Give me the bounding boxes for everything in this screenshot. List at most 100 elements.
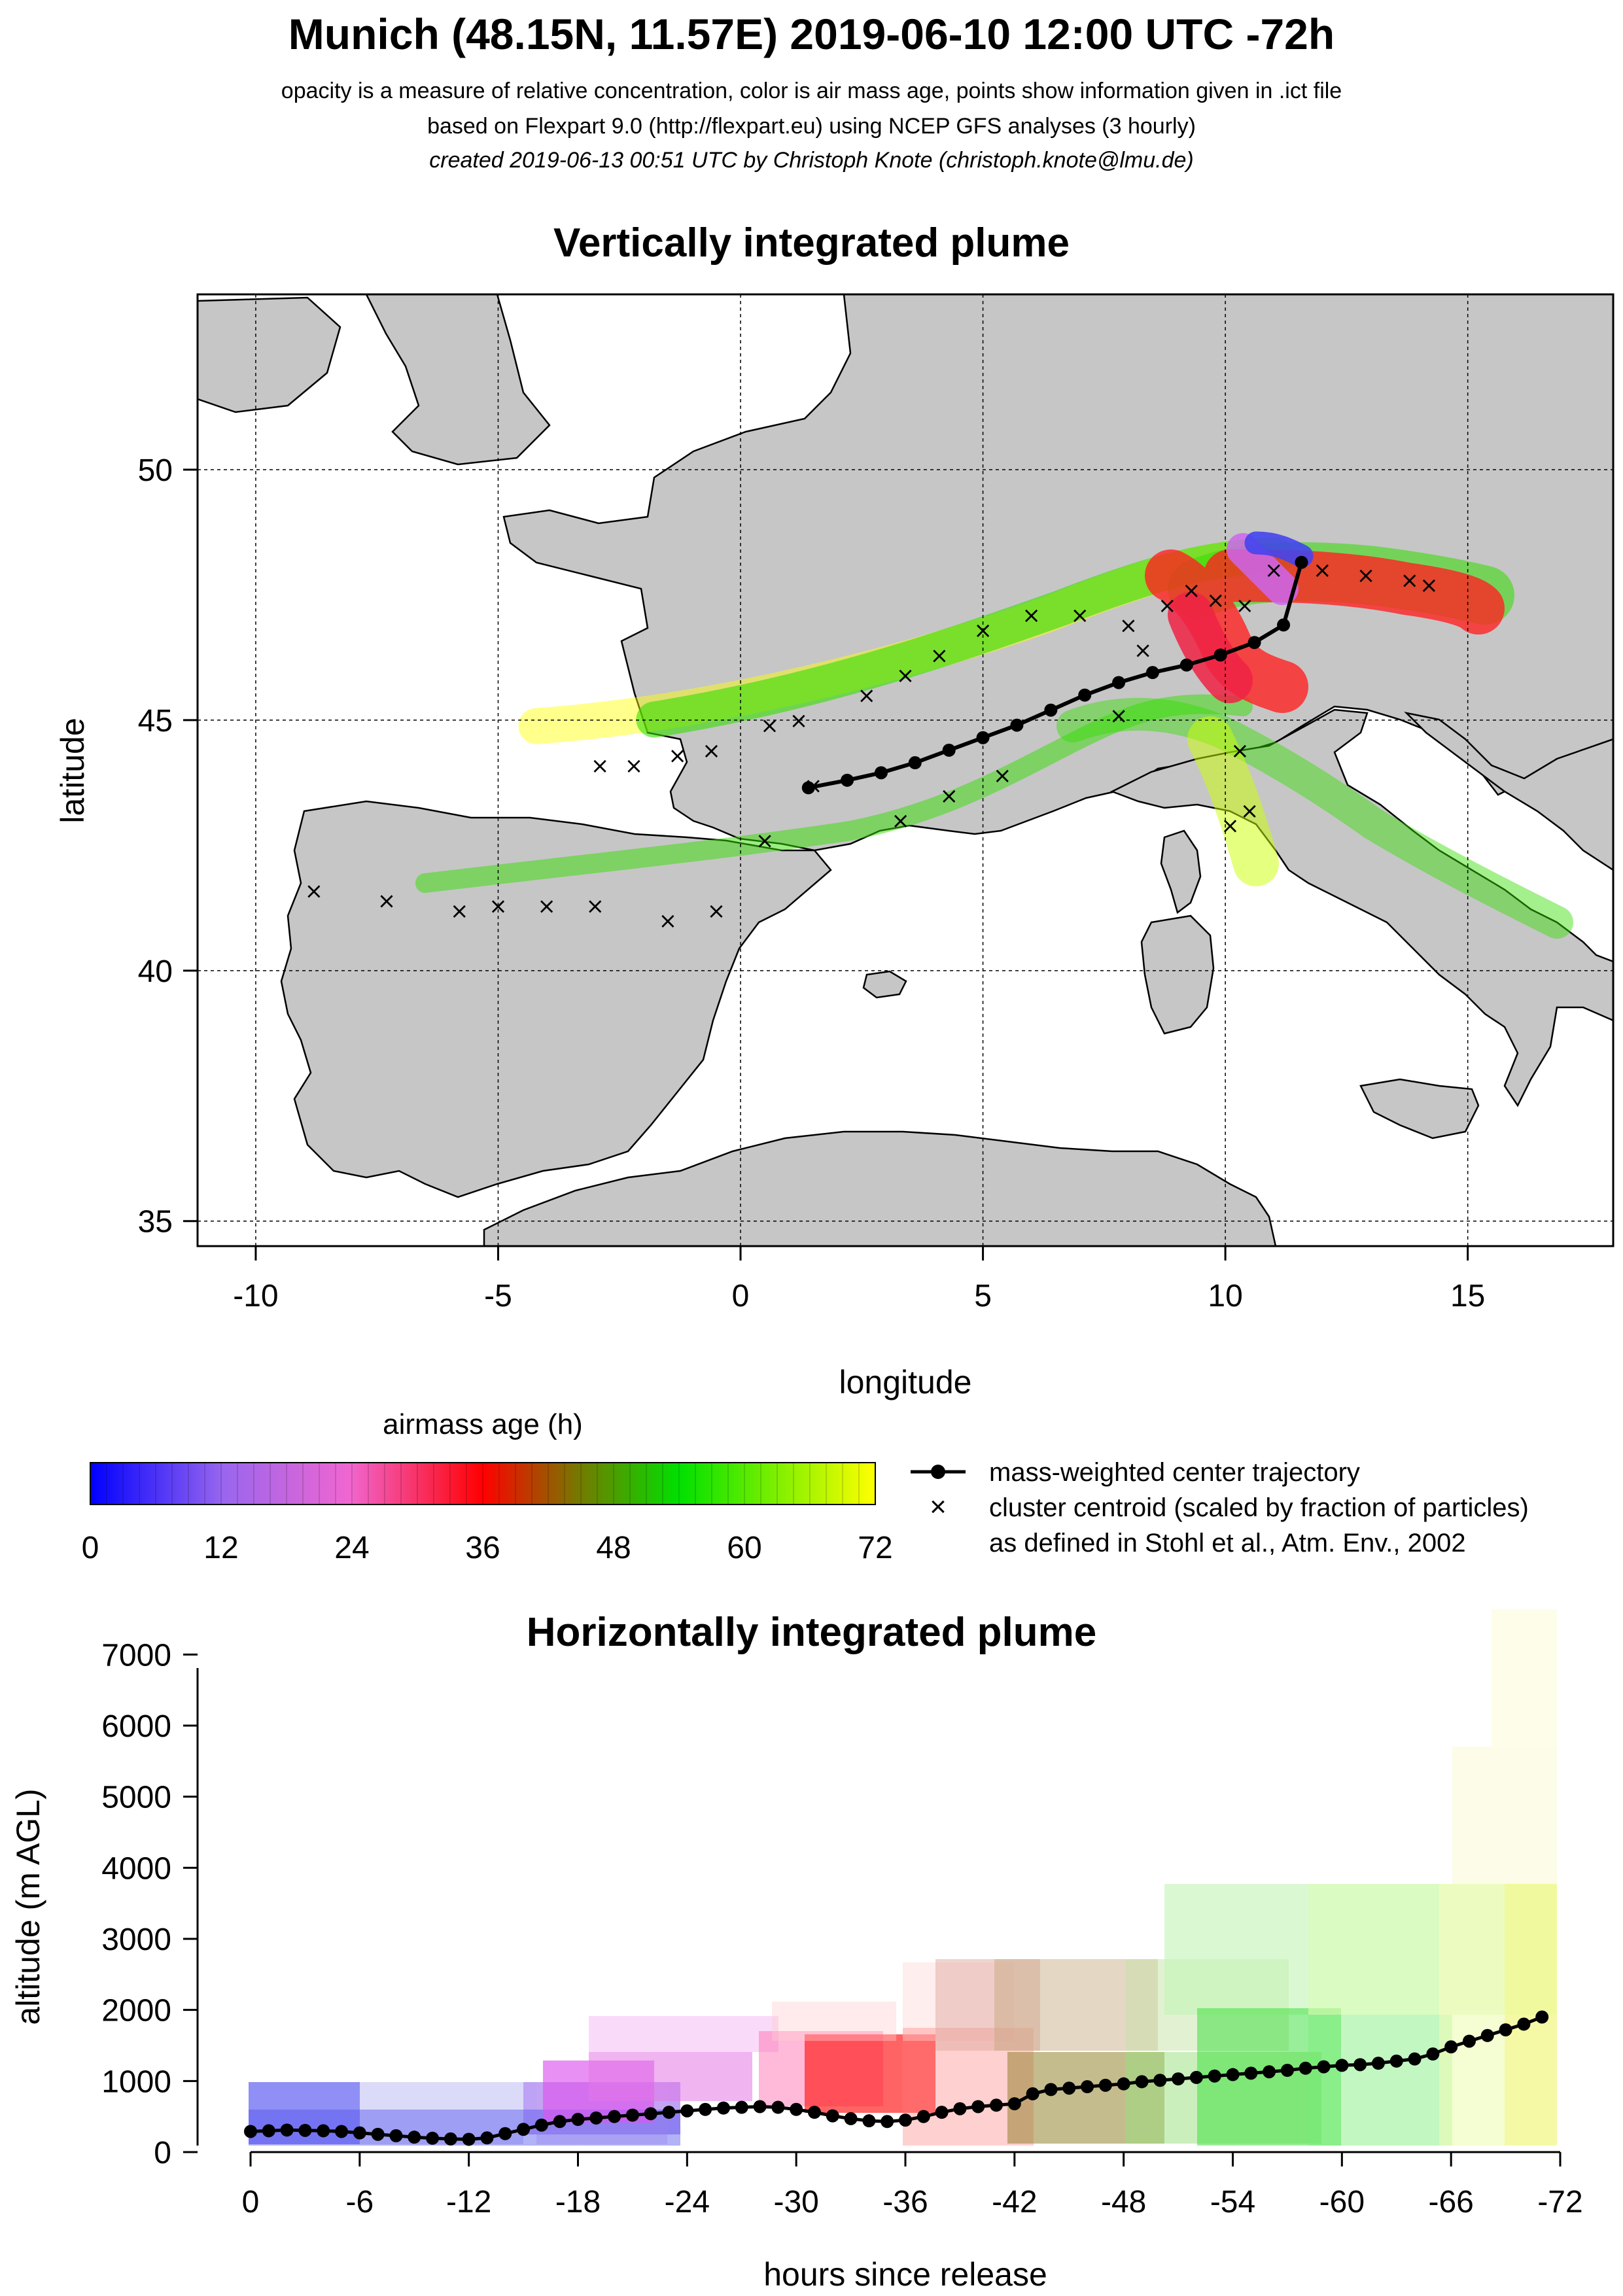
- map-cluster-centroid: ×: [760, 713, 779, 739]
- legend-trajectory-dot: [931, 1465, 945, 1479]
- altitude-y-tick-label: 5000: [101, 1781, 171, 1815]
- altitude-y-tick-label: 0: [154, 2136, 171, 2170]
- colorbar: [90, 1462, 876, 1505]
- colorbar-tick-label: 48: [596, 1531, 631, 1565]
- altitude-trajectory-point: [1462, 2034, 1476, 2048]
- altitude-trajectory-point: [462, 2132, 476, 2146]
- map-x-axis-label: longitude: [839, 1364, 972, 1400]
- map-cluster-centroid: ×: [591, 753, 610, 779]
- altitude-x-tick-label: -54: [1210, 2185, 1255, 2219]
- altitude-trajectory-point: [771, 2100, 785, 2114]
- altitude-trajectory-point: [1135, 2075, 1149, 2089]
- subtitle-line-3: created 2019-06-13 00:51 UTC by Christop…: [429, 148, 1194, 173]
- altitude-x-tick-label: -6: [345, 2185, 374, 2219]
- map-x-tick-label: 5: [974, 1279, 992, 1313]
- map-trajectory-point: [942, 743, 956, 757]
- map-axis-ticks: -10 -5 0 5 10 15 35 40 45 50: [138, 453, 1486, 1313]
- map-cluster-centroid: ×: [1420, 572, 1439, 599]
- symbol-legend: mass-weighted center trajectory × cluste…: [911, 1458, 1529, 1557]
- map-plot-area: [198, 294, 1613, 1246]
- altitude-x-tick-label: -36: [882, 2185, 928, 2219]
- altitude-trajectory-point: [899, 2113, 912, 2127]
- map-y-tick-label: 40: [138, 954, 173, 989]
- altitude-y-tick-label: 7000: [101, 1638, 171, 1673]
- altitude-trajectory-point: [517, 2123, 531, 2136]
- land-north-africa: [483, 1130, 1277, 1246]
- altitude-trajectory-point: [335, 2125, 349, 2138]
- altitude-x-tick-label: -24: [665, 2185, 710, 2219]
- map-cluster-centroid: ×: [939, 783, 958, 809]
- altitude-trajectory-point: [753, 2100, 767, 2113]
- altitude-trajectory-point: [881, 2115, 894, 2129]
- land-sardinia: [1140, 914, 1215, 1035]
- map-cluster-centroid: ×: [1236, 593, 1255, 619]
- map-trajectory-line: [808, 561, 1304, 790]
- map-x-tick-label: 0: [732, 1279, 750, 1313]
- map-trajectory-point: [1277, 618, 1291, 632]
- altitude-trajectory-point: [826, 2109, 839, 2123]
- altitude-x-tick-label: -72: [1537, 2185, 1582, 2219]
- altitude-trajectory-point: [790, 2102, 803, 2116]
- map-trajectory-point: [1010, 718, 1024, 732]
- map-trajectory-point: [1145, 666, 1159, 680]
- altitude-y-tick-label: 1000: [101, 2064, 171, 2099]
- map-cluster-centroid: ×: [537, 893, 556, 919]
- altitude-x-tick-label: -60: [1319, 2185, 1365, 2219]
- legend-cluster-symbol: ×: [930, 1491, 947, 1523]
- map-y-axis-label: latitude: [54, 718, 91, 823]
- altitude-axis-ticks: 0 -6 -12 -18 -24 -30 -36 -42 -48 -54 -60 -66 -72 0 100…: [101, 1638, 1582, 2219]
- altitude-trajectory-point: [353, 2126, 366, 2140]
- altitude-trajectory-point: [1299, 2061, 1312, 2075]
- altitude-plot: 0 -6 -12 -18 -24 -30 -36 -42 -48 -54 -60 -66 -72 0 100…: [10, 1609, 1583, 2293]
- altitude-data-marks: [244, 2010, 1549, 2146]
- altitude-trajectory-point: [1280, 2064, 1294, 2078]
- map-data-marks: × × × × ××××××××××××××××××××××× ×××××××××××××: [305, 555, 1439, 934]
- map-cluster-centroid: ×: [891, 808, 910, 834]
- map-trajectory-point: [1112, 676, 1126, 689]
- altitude-trajectory-point: [1172, 2072, 1185, 2086]
- subtitle-line-2: based on Flexpart 9.0 (http://flexpart.e…: [427, 114, 1196, 139]
- altitude-trajectory-point: [426, 2131, 440, 2145]
- map-trajectory-point: [841, 773, 854, 787]
- colorbar-tick-label: 24: [334, 1531, 369, 1565]
- altitude-trajectory-point: [1499, 2023, 1512, 2037]
- colorbar-tick-label: 0: [82, 1531, 99, 1565]
- altitude-panel-title: Horizontally integrated plume: [526, 1610, 1097, 1655]
- map-cluster-centroid: ×: [625, 753, 644, 779]
- colorbar-tick-label: 36: [465, 1531, 500, 1565]
- altitude-trajectory-point: [1444, 2040, 1458, 2054]
- map-trajectory-point: [908, 756, 922, 770]
- altitude-trajectory-point: [807, 2106, 821, 2119]
- map-cluster-centroid: ×: [702, 738, 721, 764]
- map-cluster-centroid: ×: [489, 893, 508, 919]
- altitude-trajectory-point: [735, 2100, 748, 2114]
- altitude-trajectory-point: [1098, 2078, 1112, 2092]
- altitude-trajectory-point: [716, 2101, 730, 2115]
- map-cluster-centroid: ×: [756, 828, 775, 854]
- altitude-trajectory-point: [1263, 2065, 1276, 2079]
- altitude-trajectory-point: [1226, 2068, 1240, 2081]
- map-cluster-centroid: ×: [1022, 602, 1041, 629]
- map-trajectory-point: [1179, 658, 1193, 672]
- map-frame: [196, 293, 1614, 1247]
- altitude-trajectory-point: [862, 2114, 876, 2128]
- land-ireland: [198, 296, 341, 413]
- altitude-trajectory-point: [553, 2115, 567, 2129]
- altitude-trajectory-point: [1244, 2066, 1258, 2080]
- altitude-x-tick-label: -12: [446, 2185, 491, 2219]
- colorbar-ticks: 0 12 24 36 48 60 72: [82, 1531, 893, 1565]
- land-sicily: [1359, 1078, 1480, 1139]
- map-grid: [198, 294, 1613, 1246]
- map-trajectory-point: [976, 731, 990, 744]
- altitude-trajectory-point: [498, 2127, 512, 2140]
- map-x-tick-label: 10: [1208, 1279, 1242, 1313]
- map-cluster-centroid: ×: [973, 617, 992, 644]
- map-cluster-centroid: ×: [1109, 703, 1128, 729]
- altitude-trajectory-point: [680, 2104, 694, 2117]
- altitude-trajectory-point: [1335, 2059, 1349, 2072]
- altitude-y-tick-label: 2000: [101, 1994, 171, 2028]
- map-cluster-centroid: ×: [1158, 593, 1177, 619]
- map-cluster-centroid: ×: [585, 893, 604, 919]
- land-great-britain: [365, 294, 551, 466]
